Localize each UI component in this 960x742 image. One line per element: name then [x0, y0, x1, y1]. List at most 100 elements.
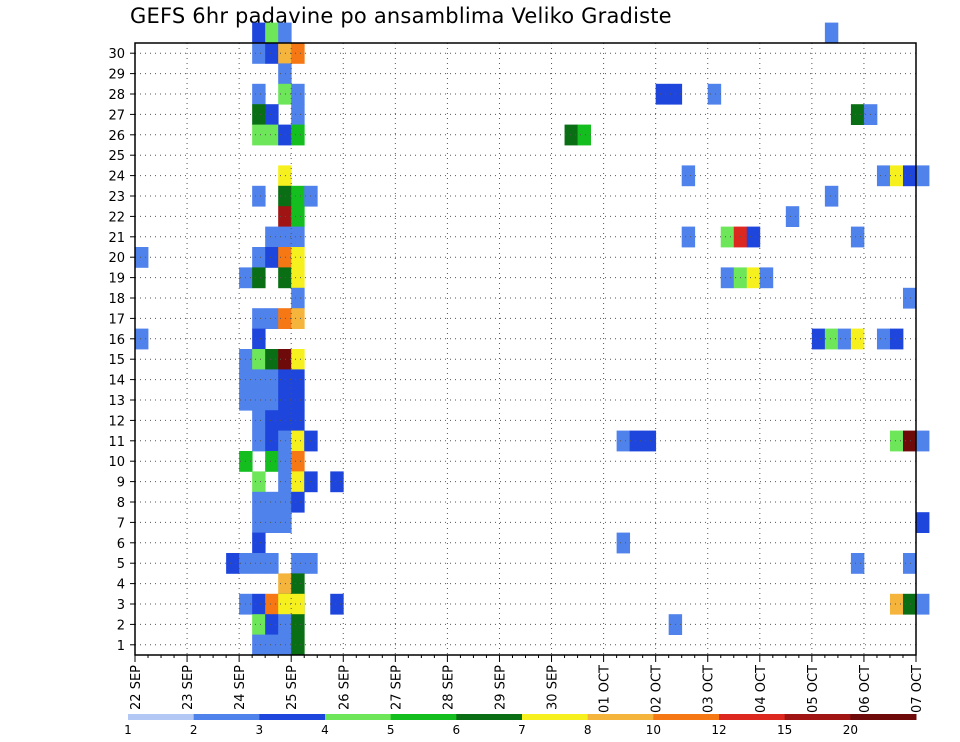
heatmap-cell [850, 553, 865, 574]
heatmap-cell [252, 328, 266, 350]
heatmap-cell [278, 247, 292, 268]
x-tick-label: 04 OCT [754, 665, 769, 713]
chart-title: GEFS 6hr padavine po ansamblima Veliko G… [130, 4, 672, 28]
y-tick-label: 24 [108, 170, 125, 185]
legend-swatch [522, 714, 589, 720]
heatmap-cell [135, 328, 149, 350]
y-tick-label: 28 [108, 88, 125, 103]
heatmap-cell [278, 349, 292, 370]
heatmap-cell [707, 83, 722, 105]
heatmap-cell [265, 430, 279, 452]
heatmap-cell [265, 614, 279, 635]
x-tick-label: 03 OCT [702, 665, 717, 713]
heatmap-cell [252, 83, 266, 105]
y-tick-label: 25 [108, 149, 125, 164]
y-tick-label: 16 [108, 333, 125, 348]
x-tick-label: 28 SEP [441, 665, 456, 710]
heatmap-cell [226, 553, 240, 574]
legend-label: 5 [387, 723, 395, 737]
heatmap-cell [265, 247, 279, 268]
y-tick-label: 23 [108, 190, 125, 205]
heatmap-cell [291, 83, 305, 105]
heatmap-cell [265, 491, 279, 513]
heatmap-cell [291, 206, 305, 227]
heatmap-cell [135, 247, 149, 268]
x-tick-label: 02 OCT [650, 665, 665, 713]
heatmap-cell [291, 614, 305, 635]
y-tick-label: 7 [117, 516, 125, 531]
heatmap-cell [291, 430, 305, 452]
heatmap-cell [252, 308, 266, 329]
heatmap-cell [252, 614, 266, 635]
heatmap-cell [642, 430, 657, 452]
heatmap-cell [252, 532, 266, 554]
heatmap-cell [278, 369, 292, 391]
x-tick-label: 26 SEP [337, 665, 352, 710]
heatmap-cell [278, 63, 292, 85]
legend-swatch [259, 714, 326, 720]
legend-swatch [587, 714, 654, 720]
x-tick-label: 24 SEP [233, 665, 248, 710]
heatmap-cell [902, 287, 917, 309]
legend-label: 4 [321, 723, 329, 737]
heatmap-cell [291, 349, 305, 370]
y-tick-label: 20 [108, 251, 125, 266]
heatmap-cell [291, 491, 305, 513]
heatmap-cell [265, 349, 279, 370]
heatmap-cell [278, 124, 292, 146]
y-tick-label: 27 [108, 108, 125, 123]
heatmap-cell [278, 410, 292, 431]
heatmap-cell [577, 124, 591, 146]
heatmap-cell [720, 226, 735, 248]
heatmap-cell [902, 165, 917, 187]
y-tick-label: 21 [108, 231, 125, 246]
heatmap-cell [291, 553, 305, 574]
legend-swatch [325, 714, 392, 720]
heatmap-cell [278, 512, 292, 533]
heatmap-cell [291, 573, 305, 595]
legend-swatch [784, 714, 851, 720]
legend-swatch [456, 714, 523, 720]
heatmap-cell [564, 124, 578, 146]
heatmap-cell [278, 451, 292, 472]
y-tick-label: 9 [117, 476, 125, 491]
heatmap-cell [278, 593, 292, 615]
heatmap-cell [291, 389, 305, 411]
heatmap-cell [330, 471, 344, 493]
legend-swatch [719, 714, 786, 720]
heatmap-cell [265, 308, 279, 329]
heatmap-cell [278, 471, 292, 493]
legend-label: 7 [518, 723, 526, 737]
heatmap-cell [837, 328, 852, 350]
legend-label: 3 [256, 723, 264, 737]
heatmap-cell [252, 124, 266, 146]
x-tick-label: 29 SEP [493, 665, 508, 710]
heatmap-cell [278, 206, 292, 227]
heatmap-cell [616, 532, 631, 554]
heatmap-cell [824, 22, 839, 44]
x-tick-label: 22 SEP [129, 665, 144, 710]
y-tick-label: 26 [108, 129, 125, 144]
x-tick-label: 23 SEP [181, 665, 196, 710]
heatmap-cell [252, 410, 266, 431]
heatmap-cell [916, 165, 930, 187]
x-tick-label: 06 OCT [858, 665, 873, 713]
heatmap-cell [889, 430, 904, 452]
y-tick-label: 6 [117, 537, 125, 552]
heatmap-cell [265, 124, 279, 146]
heatmap-cell [720, 267, 735, 289]
heatmap-cell [252, 593, 266, 615]
y-tick-label: 12 [108, 414, 125, 429]
heatmap-cell [252, 349, 266, 370]
legend-label: 8 [584, 723, 592, 737]
y-tick-label: 3 [117, 598, 125, 613]
heatmap-cell [278, 43, 292, 64]
y-tick-label: 2 [117, 618, 125, 633]
y-tick-label: 19 [108, 272, 125, 287]
legend-label: 20 [843, 723, 858, 737]
heatmap-cell [265, 226, 279, 248]
heatmap-cell [330, 593, 344, 615]
legend-label: 10 [646, 723, 661, 737]
heatmap-cell [252, 491, 266, 513]
heatmap-cell [876, 328, 891, 350]
